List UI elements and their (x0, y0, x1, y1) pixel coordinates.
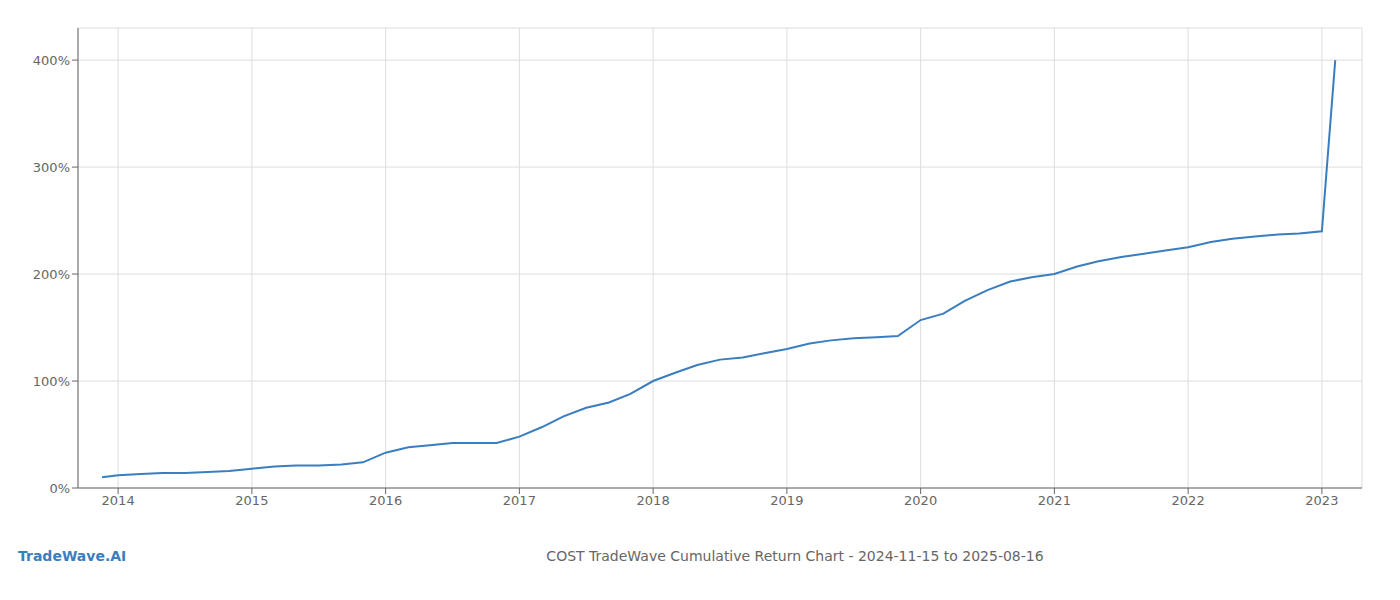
svg-text:400%: 400% (33, 53, 70, 68)
svg-text:0%: 0% (49, 481, 70, 496)
svg-text:2015: 2015 (235, 493, 268, 508)
svg-text:100%: 100% (33, 374, 70, 389)
svg-text:2019: 2019 (770, 493, 803, 508)
svg-text:2022: 2022 (1172, 493, 1205, 508)
svg-text:2014: 2014 (102, 493, 135, 508)
html-text:COST TradeWave Cumulative Retu: COST TradeWave Cumulative Return Chart -… (546, 548, 1044, 564)
svg-text:2016: 2016 (369, 493, 402, 508)
svg-text:300%: 300% (33, 160, 70, 175)
svg-text:2023: 2023 (1305, 493, 1338, 508)
svg-text:2017: 2017 (503, 493, 536, 508)
svg-text:2020: 2020 (904, 493, 937, 508)
svg-text:200%: 200% (33, 267, 70, 282)
html-text:TradeWave.AI: TradeWave.AI (18, 548, 127, 564)
svg-text:2021: 2021 (1038, 493, 1071, 508)
svg-text:2018: 2018 (637, 493, 670, 508)
